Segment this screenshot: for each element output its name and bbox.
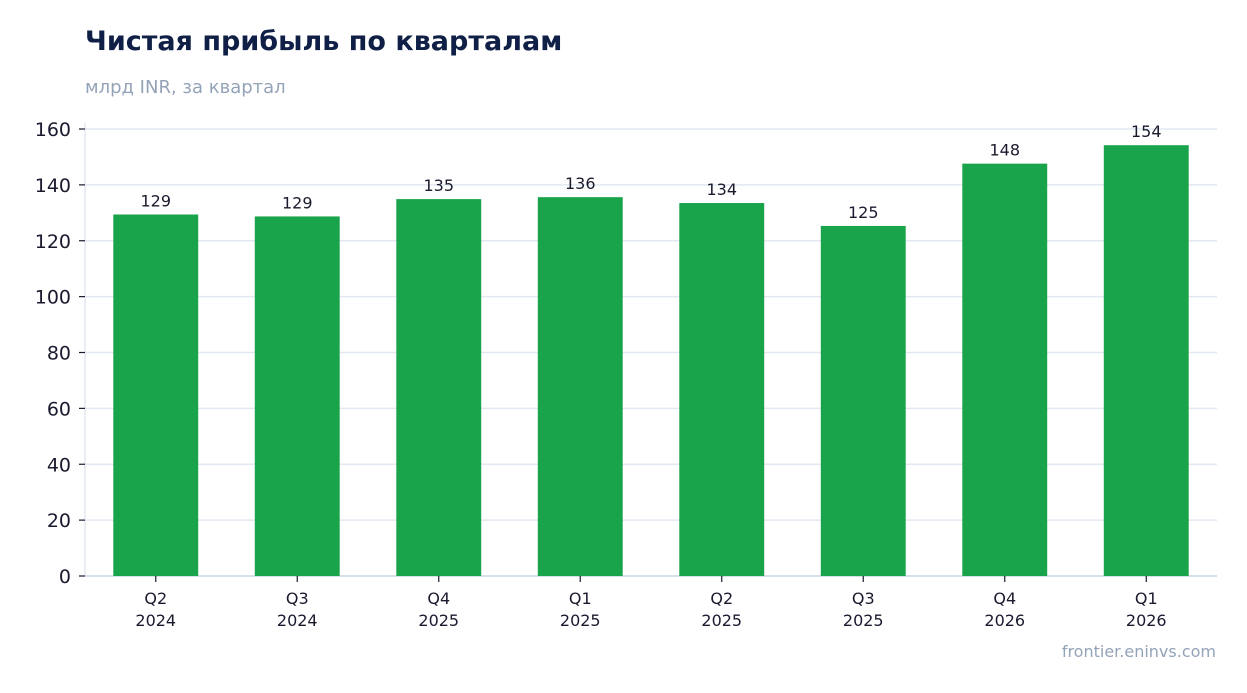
bar-value-label: 148 (989, 141, 1020, 160)
bar (679, 203, 765, 577)
bar-value-label: 135 (423, 176, 454, 195)
bar-value-label: 125 (848, 203, 879, 222)
x-tick-year: 2025 (560, 611, 601, 630)
bar-value-label: 129 (140, 191, 171, 210)
x-tick-year: 2026 (984, 611, 1025, 630)
bar-value-label: 129 (282, 193, 313, 212)
y-tick-label: 80 (47, 343, 71, 365)
y-axis-ticks: 0 20 40 60 80 100 120 140 160 (35, 119, 85, 588)
x-tick-year: 2025 (418, 611, 459, 630)
x-tick-quarter: Q2 (144, 589, 167, 608)
x-tick-quarter: Q3 (852, 589, 875, 608)
bar (254, 216, 340, 576)
y-tick-label: 100 (35, 287, 71, 309)
x-tick-year: 2024 (135, 611, 176, 630)
chart-subtitle: млрд INR, за квартал (85, 77, 286, 98)
y-tick-label: 60 (47, 398, 71, 420)
bars (113, 145, 1189, 577)
chart-title: Чистая прибыль по кварталам (85, 26, 563, 57)
bar (396, 199, 482, 577)
bar-value-label: 154 (1131, 122, 1162, 141)
x-tick-year: 2025 (843, 611, 884, 630)
x-tick-year: 2025 (701, 611, 742, 630)
x-tick-quarter: Q4 (993, 589, 1016, 608)
y-tick-label: 120 (35, 231, 71, 253)
y-tick-label: 0 (59, 566, 71, 588)
data-labels: 129 129 135 136 134 125 148 154 (140, 122, 1161, 222)
bar-value-label: 136 (565, 174, 596, 193)
x-tick-quarter: Q4 (427, 589, 450, 608)
y-tick-label: 40 (47, 454, 71, 476)
bar (820, 225, 906, 577)
bar-value-label: 134 (706, 180, 737, 199)
x-axis-ticks: Q2 2024 Q3 2024 Q4 2025 Q1 2025 Q2 2025 Q3 2025 Q4 20… (135, 576, 1167, 630)
y-tick-label: 160 (35, 119, 71, 141)
x-tick-quarter: Q1 (569, 589, 592, 608)
y-tick-label: 140 (35, 175, 71, 197)
x-tick-quarter: Q2 (710, 589, 733, 608)
x-tick-year: 2024 (277, 611, 318, 630)
bar (113, 214, 199, 576)
y-tick-label: 20 (47, 510, 71, 532)
bar (962, 163, 1048, 576)
source-credit: frontier.eninvs.com (1061, 642, 1216, 661)
x-tick-year: 2026 (1126, 611, 1167, 630)
x-tick-quarter: Q3 (286, 589, 309, 608)
bar (1103, 145, 1189, 577)
x-tick-quarter: Q1 (1135, 589, 1158, 608)
bar (537, 197, 623, 577)
